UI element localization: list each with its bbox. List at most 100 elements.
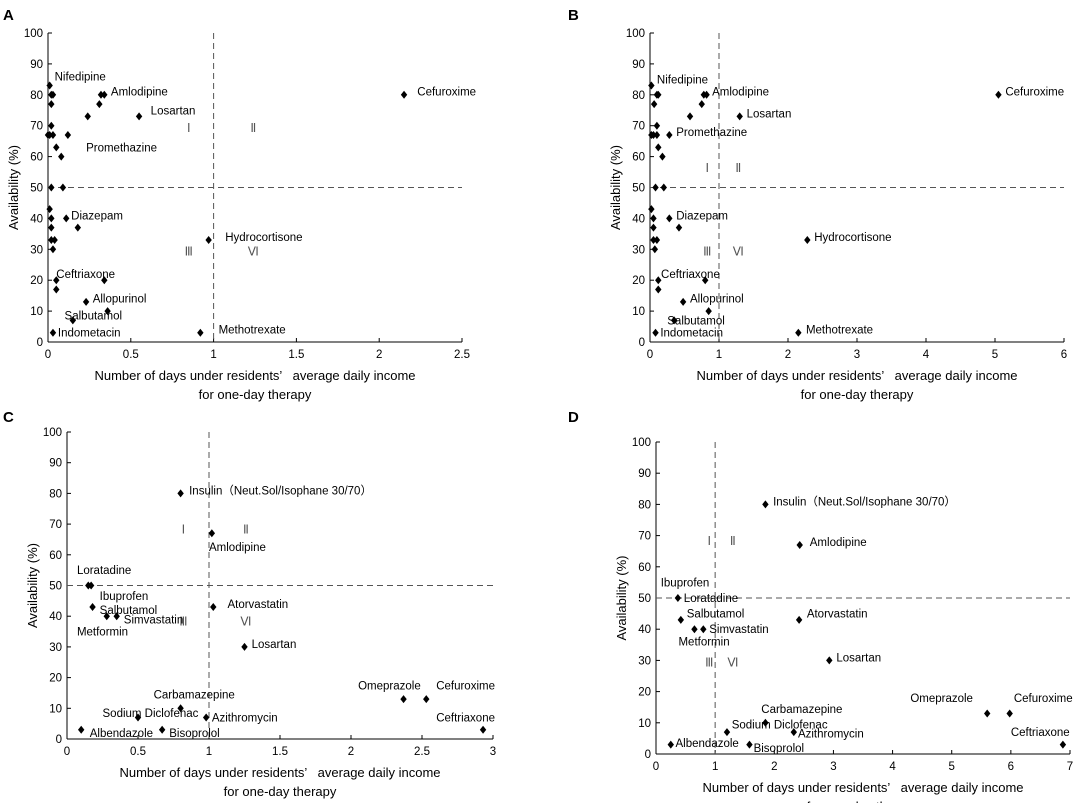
data-point — [49, 130, 57, 139]
x-tick-label: 2 — [771, 761, 777, 773]
x-tick-label: 5 — [992, 349, 998, 361]
y-tick-label: 40 — [30, 213, 43, 225]
data-point — [796, 540, 803, 549]
quadrant-label: Ⅲ — [179, 614, 187, 628]
y-axis-title: Availability (%) — [25, 543, 40, 628]
y-tick-label: 50 — [638, 593, 651, 605]
y-tick-label: 10 — [638, 718, 651, 730]
data-point — [51, 236, 58, 245]
point-label: Omeprazole — [358, 680, 421, 692]
data-point — [762, 500, 769, 509]
point-label: Diazepam — [71, 210, 123, 222]
data-point — [84, 112, 91, 121]
point-label: Insulin（Neut.Sol/Isophane 30/70） — [773, 495, 956, 508]
point-label: Ceftriaxone — [1011, 727, 1070, 739]
point-label: Losartan — [252, 639, 297, 651]
quadrant-label: Ⅵ — [240, 614, 251, 628]
data-point — [53, 143, 60, 152]
data-point — [48, 223, 55, 232]
data-point — [46, 130, 53, 139]
data-point — [691, 625, 698, 634]
point-label: Simvastatin — [709, 624, 768, 636]
point-label: Methotrexate — [806, 325, 873, 337]
x-tick-label: 6 — [1061, 349, 1067, 361]
data-point — [104, 307, 111, 316]
point-label: Azithromycin — [798, 729, 864, 741]
x-tick-label: 6 — [1008, 761, 1014, 773]
y-tick-label: 90 — [638, 468, 651, 480]
data-point — [97, 90, 105, 99]
y-axis-title: Availability (%) — [6, 145, 21, 230]
x-tick-label: 4 — [889, 761, 896, 773]
point-label: Cefuroxime — [1005, 87, 1064, 99]
data-point — [826, 656, 833, 665]
point-label: Insulin（Neut.Sol/Isophane 30/70） — [189, 484, 372, 497]
data-point — [423, 695, 430, 704]
data-point — [746, 740, 753, 749]
point-label: Salbutamol — [65, 311, 123, 323]
data-point — [655, 143, 662, 152]
x-tick-label: 0 — [45, 349, 51, 361]
point-label: Cefuroxime — [1014, 693, 1073, 705]
data-point — [202, 713, 210, 722]
quadrant-label: Ⅱ — [735, 161, 741, 175]
point-label: Metformin — [678, 637, 729, 649]
point-label: Amlodipine — [209, 542, 266, 554]
x-axis-title-line: for one-day therapy — [807, 799, 920, 803]
point-label: Amlodipine — [111, 87, 168, 99]
point-label: Promethazine — [676, 127, 747, 139]
point-label: Loratadine — [77, 565, 131, 577]
data-point — [177, 704, 184, 713]
data-point — [177, 489, 184, 498]
data-point — [702, 276, 709, 285]
y-tick-label: 40 — [638, 624, 651, 636]
data-point — [49, 245, 57, 254]
data-point — [208, 529, 216, 538]
data-point — [58, 152, 65, 161]
quadrant-label: Ⅵ — [733, 244, 744, 258]
data-point — [53, 285, 60, 294]
y-tick-label: 80 — [49, 488, 62, 500]
x-tick-label: 0.5 — [130, 746, 146, 758]
data-point — [666, 130, 673, 139]
x-tick-label: 5 — [949, 761, 955, 773]
data-point — [400, 695, 407, 704]
quadrant-label: Ⅲ — [705, 656, 713, 670]
data-point — [648, 81, 655, 90]
point-label: Ceftriaxone — [661, 269, 720, 281]
data-point — [63, 214, 70, 223]
panel-c-axes: 0 10 20 30 40 50 60 70 80 90 100 0 0.5 1 1.5 2 2.5 3 Ⅰ Ⅱ Ⅲ Ⅵ I… — [25, 427, 496, 799]
data-point — [135, 112, 143, 121]
y-tick-label: 40 — [49, 611, 62, 623]
y-axis-title: Availability (%) — [614, 555, 629, 640]
data-point — [790, 728, 798, 737]
data-point — [89, 602, 96, 611]
point-label: Allopurinol — [93, 294, 147, 306]
x-axis-title-line: for one-day therapy — [801, 387, 914, 402]
data-point — [103, 612, 110, 621]
panel-letter-a: A — [3, 7, 14, 24]
x-axis-title-line: for one-day therapy — [224, 784, 337, 799]
x-tick-label: 1 — [210, 349, 216, 361]
point-label: Omeprazole — [910, 693, 973, 705]
data-point — [48, 183, 55, 192]
x-tick-label: 0.5 — [123, 349, 139, 361]
x-axis-title-line: for one-day therapy — [199, 387, 312, 402]
data-point — [210, 602, 217, 611]
y-tick-label: 90 — [632, 59, 645, 71]
point-label: Atorvastatin — [227, 599, 288, 611]
data-point — [677, 615, 685, 624]
point-label: Ceftriaxone — [436, 713, 495, 725]
point-label: Promethazine — [86, 142, 157, 154]
data-point — [113, 612, 120, 621]
panel-a-axes: 0 10 20 30 40 50 60 70 80 90 100 0 0.5 1 1.5 2 2.5 Ⅰ Ⅱ Ⅲ Ⅵ Ni… — [6, 28, 476, 402]
x-axis-title-line: Number of days under residents’ average … — [119, 765, 440, 780]
point-label: Methotrexate — [219, 325, 286, 337]
point-label: Losartan — [747, 108, 792, 120]
x-tick-label: 2 — [376, 349, 382, 361]
x-tick-label: 4 — [923, 349, 930, 361]
x-tick-label: 7 — [1067, 761, 1073, 773]
point-label: Simvastatin — [124, 614, 183, 626]
y-tick-label: 70 — [30, 121, 43, 133]
